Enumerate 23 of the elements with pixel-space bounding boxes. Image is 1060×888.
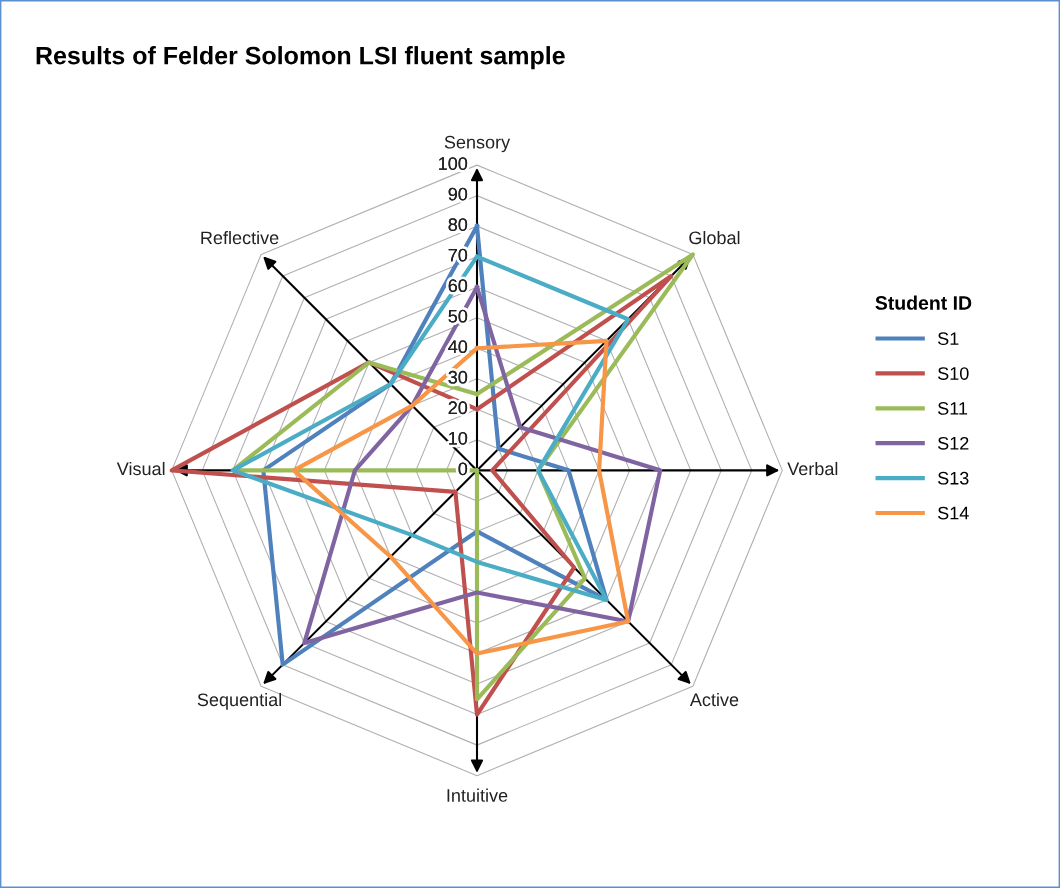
y-tick-label: 10 <box>449 431 468 445</box>
spoke-label: Intuitive <box>447 788 508 802</box>
legend-title: Student ID <box>875 295 972 310</box>
spoke-label: Reflective <box>201 230 279 245</box>
legend-label: S12 <box>938 436 969 450</box>
spoke-label: Visual <box>116 461 165 476</box>
y-tick-label: 20 <box>448 401 468 415</box>
spoke-label: Sequential <box>197 692 282 710</box>
legend-label: S1 <box>938 332 959 346</box>
y-tick-label: 40 <box>448 340 468 354</box>
legend-label: S11 <box>938 402 968 415</box>
spoke-label: Verbal <box>787 461 838 476</box>
y-tick-label: 90 <box>448 187 468 201</box>
legend-label: S10 <box>938 367 969 380</box>
legend-label: S14 <box>938 506 969 520</box>
y-tick-label: 30 <box>448 370 468 384</box>
chart-title: Results of Felder Solomon LSI fluent sample <box>36 46 565 70</box>
spoke-label: Sensory <box>444 135 511 153</box>
y-tick-label: 100 <box>439 157 468 170</box>
spoke-label: Global <box>689 230 740 245</box>
spoke-label: Active <box>689 692 739 707</box>
y-tick-label: 80 <box>448 218 468 231</box>
legend-label: S13 <box>938 471 969 485</box>
